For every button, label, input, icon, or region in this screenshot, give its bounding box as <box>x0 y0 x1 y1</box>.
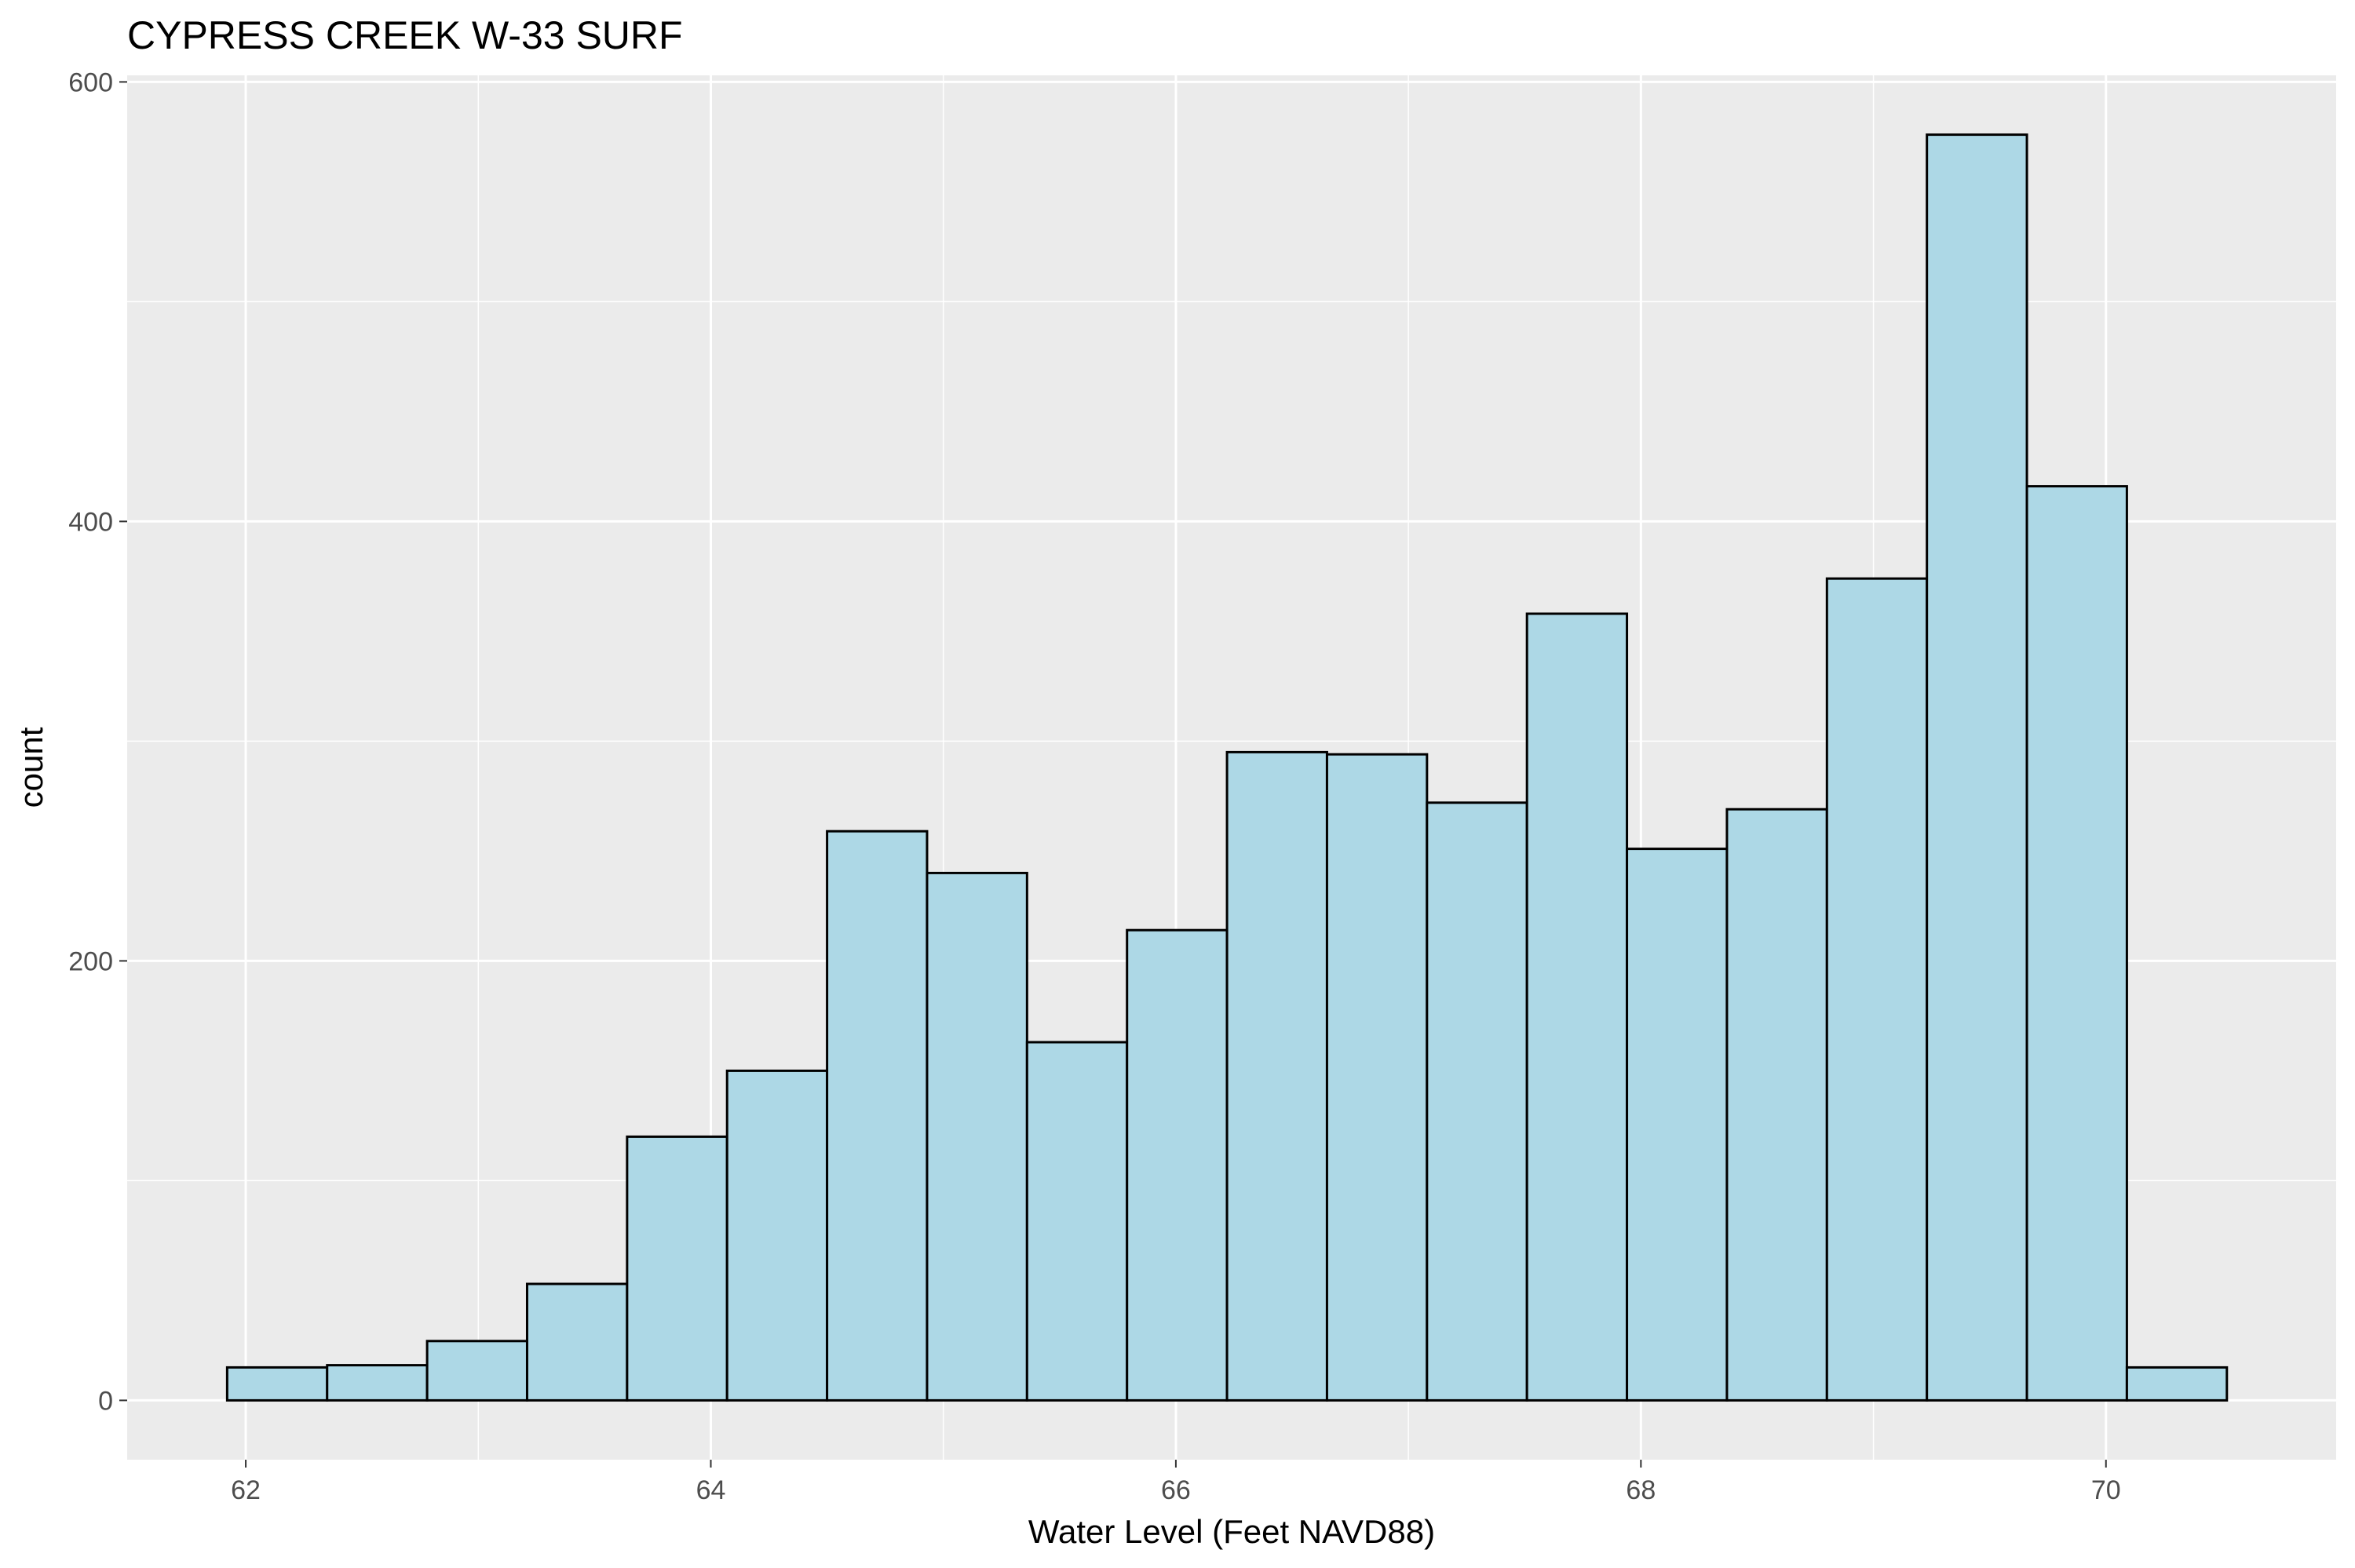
histogram-bar <box>1725 808 1828 1402</box>
x-tick-label: 62 <box>231 1475 261 1505</box>
x-axis: 62 64 66 68 70 <box>231 1460 2121 1505</box>
histogram-bar <box>225 1366 329 1402</box>
y-axis: 0 200 400 600 <box>68 67 127 1416</box>
histogram-bar <box>1825 577 1929 1402</box>
histogram-bar <box>1225 750 1328 1402</box>
x-tick-label: 68 <box>1626 1475 1656 1505</box>
y-tick-label: 0 <box>98 1386 113 1416</box>
y-tick-label: 600 <box>68 67 113 97</box>
histogram-bar <box>1025 1041 1129 1402</box>
histogram-bar <box>2025 485 2128 1402</box>
histogram-bar <box>626 1135 728 1402</box>
y-tick-label: 200 <box>68 946 113 976</box>
y-tick-label: 400 <box>68 507 113 537</box>
x-axis-title: Water Level (Feet NAVD88) <box>1028 1513 1435 1550</box>
histogram-bar <box>425 1340 528 1402</box>
histogram-bar <box>1626 848 1729 1402</box>
histogram-bar <box>1525 612 1629 1402</box>
chart-title: CYPRESS CREEK W-33 SURF <box>127 13 683 57</box>
histogram-bar <box>926 871 1028 1402</box>
x-tick-label: 70 <box>2091 1475 2121 1505</box>
histogram-bar <box>525 1282 629 1402</box>
histogram-bar <box>725 1069 829 1402</box>
histogram-bar <box>326 1364 429 1402</box>
histogram-bars <box>225 133 2229 1402</box>
x-tick-label: 66 <box>1161 1475 1191 1505</box>
histogram-bar <box>1926 133 2028 1402</box>
histogram-bar <box>1426 801 1528 1402</box>
histogram-bar <box>826 830 929 1402</box>
x-tick-label: 64 <box>696 1475 726 1505</box>
histogram-bar <box>1126 928 1229 1402</box>
y-axis-title: count <box>13 727 49 808</box>
histogram-bar <box>1325 753 1429 1402</box>
histogram-bar <box>2125 1366 2229 1402</box>
